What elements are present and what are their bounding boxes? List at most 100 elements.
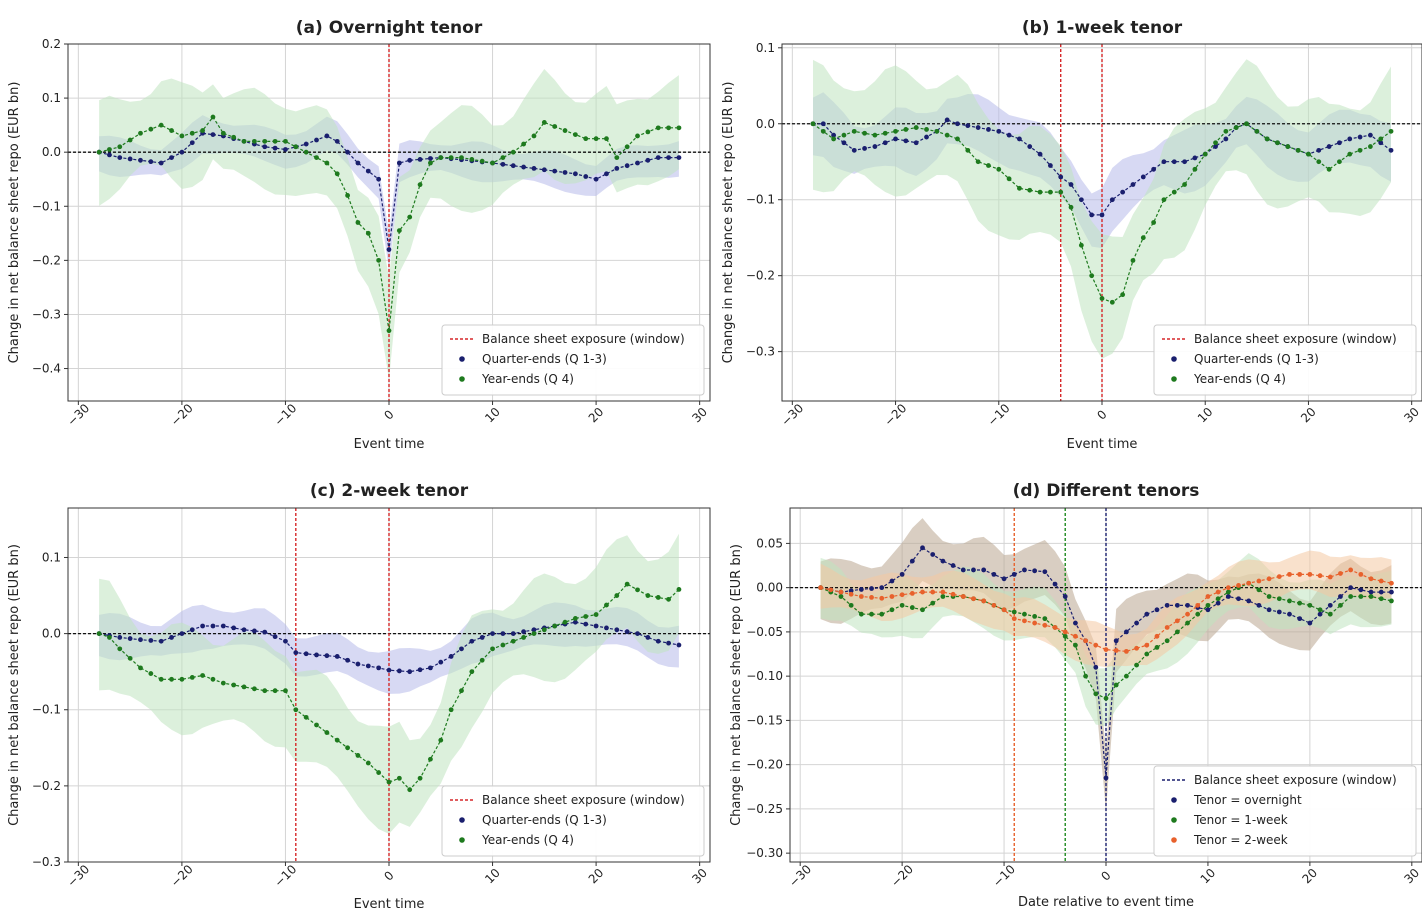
data-point xyxy=(396,668,402,674)
y-tick-label: −0.05 xyxy=(746,625,783,639)
x-tick-label: 0 xyxy=(381,407,396,422)
data-point xyxy=(1215,596,1221,602)
data-point xyxy=(1042,569,1048,575)
data-point xyxy=(1011,571,1017,577)
data-point xyxy=(1327,602,1333,608)
data-point xyxy=(645,157,651,163)
data-point xyxy=(1099,212,1105,218)
data-point xyxy=(1348,594,1354,599)
data-point xyxy=(593,136,599,142)
legend: Balance sheet exposure (window) Quarter-e… xyxy=(441,324,705,396)
data-point xyxy=(96,631,102,637)
data-point xyxy=(469,638,475,644)
y-tick-label: −0.15 xyxy=(746,713,783,727)
data-point xyxy=(1388,147,1394,153)
data-point xyxy=(1358,571,1364,577)
data-point xyxy=(1123,629,1129,635)
data-point xyxy=(869,611,874,617)
data-point xyxy=(831,136,837,142)
data-point xyxy=(127,137,133,143)
legend-label: Balance sheet exposure (window) xyxy=(482,793,685,807)
y-tick-label: 0.1 xyxy=(756,41,775,55)
data-point xyxy=(376,176,382,182)
data-point xyxy=(1134,620,1139,626)
data-point xyxy=(510,638,516,644)
data-point xyxy=(924,127,929,132)
data-point xyxy=(869,586,874,591)
data-point xyxy=(676,587,682,592)
data-point xyxy=(1389,598,1394,604)
legend-label: Year-ends (Q 4) xyxy=(481,833,574,847)
data-point xyxy=(241,138,247,144)
data-point xyxy=(1047,189,1053,195)
data-point xyxy=(365,230,371,236)
x-tick-label: −20 xyxy=(168,401,196,429)
data-point xyxy=(1389,589,1394,595)
data-point xyxy=(189,140,195,146)
series-points xyxy=(96,114,682,334)
data-point xyxy=(1161,197,1167,203)
data-point xyxy=(1027,187,1033,193)
data-point xyxy=(117,635,123,640)
data-point xyxy=(210,132,216,138)
data-point xyxy=(1316,147,1322,153)
data-point xyxy=(1378,596,1384,602)
data-point xyxy=(1205,602,1211,608)
data-point xyxy=(862,130,867,136)
data-point xyxy=(469,156,475,162)
data-point xyxy=(1213,144,1218,149)
data-point xyxy=(666,596,671,602)
data-point xyxy=(303,141,309,147)
x-tick-label: 30 xyxy=(1401,405,1422,426)
data-point xyxy=(572,171,578,177)
data-point xyxy=(1130,182,1136,187)
data-point xyxy=(1093,642,1099,648)
data-point xyxy=(831,132,837,138)
data-point xyxy=(138,637,143,643)
data-point xyxy=(200,128,206,133)
data-point xyxy=(1297,571,1303,577)
y-tick-label: 0.1 xyxy=(42,91,61,105)
data-point xyxy=(1223,128,1229,134)
data-point xyxy=(386,779,392,785)
data-point xyxy=(930,589,936,595)
data-point xyxy=(148,638,154,643)
data-point xyxy=(241,684,247,690)
data-point xyxy=(848,591,854,597)
data-point xyxy=(107,152,112,158)
data-point xyxy=(1151,220,1157,225)
data-point xyxy=(1185,620,1190,626)
data-point xyxy=(365,168,371,174)
data-point xyxy=(1287,598,1292,604)
data-point xyxy=(1256,578,1262,584)
data-point xyxy=(345,193,350,198)
data-point xyxy=(1246,598,1252,604)
data-point xyxy=(1256,587,1262,593)
data-point xyxy=(624,629,630,635)
data-point xyxy=(920,607,925,613)
data-point xyxy=(655,125,661,131)
data-point xyxy=(500,642,506,648)
data-point xyxy=(604,171,609,177)
data-point xyxy=(1073,633,1078,639)
data-point xyxy=(1078,197,1084,203)
series-points xyxy=(818,567,1394,654)
data-point xyxy=(541,627,547,633)
y-tick-label: −0.10 xyxy=(746,669,783,683)
x-tick-label: −20 xyxy=(882,401,910,429)
x-tick-label: 20 xyxy=(586,866,607,887)
data-point xyxy=(1113,638,1119,644)
data-point xyxy=(1378,136,1384,142)
data-point xyxy=(645,129,651,135)
data-point xyxy=(1022,567,1027,573)
data-point xyxy=(666,640,671,646)
data-point xyxy=(1236,596,1241,602)
data-point xyxy=(1215,589,1221,595)
data-point xyxy=(889,578,895,584)
legend-label: Tenor = 1-week xyxy=(1193,813,1288,827)
y-tick-label: 0.00 xyxy=(756,581,783,595)
data-point xyxy=(899,602,905,608)
data-point xyxy=(655,155,661,160)
y-tick-label: −0.2 xyxy=(746,269,775,283)
data-point xyxy=(1368,594,1374,599)
